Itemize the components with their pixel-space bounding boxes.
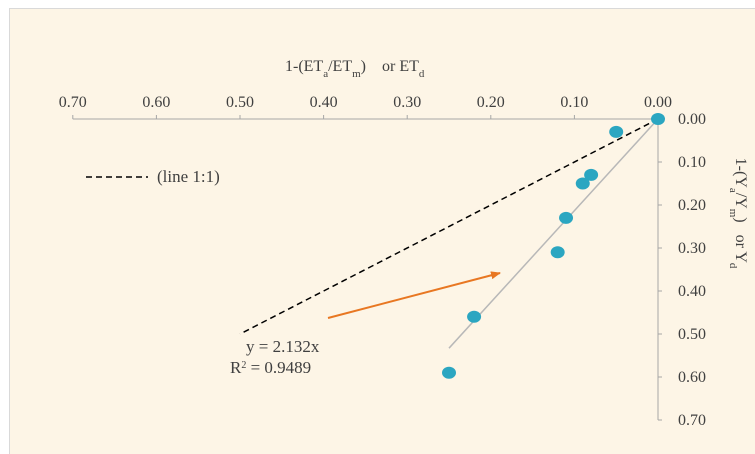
- trendline: [448, 118, 659, 349]
- lines: [239, 118, 659, 349]
- x-tick-label: 0.10: [560, 94, 588, 111]
- trend-equation: y = 2.132x: [246, 337, 320, 356]
- x-tick-label: 0.70: [59, 94, 87, 111]
- y-tick-label: 0.10: [678, 154, 706, 171]
- y-tick-label: 0.20: [678, 197, 706, 214]
- data-point: [467, 310, 482, 323]
- data-point: [651, 113, 665, 125]
- x-tick-label: 0.00: [644, 94, 672, 111]
- y-tick-label: 0.50: [678, 326, 706, 343]
- annotation-arrow: [327, 271, 501, 319]
- data-point: [550, 246, 565, 259]
- y-axis-title: 1-(Ya/Ym) or Yd: [727, 158, 749, 269]
- legend-label: (line 1:1): [157, 167, 220, 186]
- x-tick-label: 0.30: [393, 94, 421, 111]
- y-tick-label: 0.30: [678, 240, 706, 257]
- reference-line-1to1: [239, 118, 659, 335]
- x-axis-title: 1-(ETa/ETm) or ETd: [285, 58, 425, 80]
- y-tick-label: 0.70: [678, 412, 706, 429]
- data-points: [442, 113, 665, 379]
- trend-r-squared: R2 = 0.9489: [230, 358, 311, 377]
- axes: 0.70 0.60 0.50 0.40 0.30 0.20 0.10 0.00 0.00 0.10…: [59, 94, 706, 429]
- chart-area: [9, 8, 755, 454]
- data-point: [559, 211, 574, 224]
- y-tick-label: 0.60: [678, 369, 706, 386]
- x-tick-label: 0.50: [226, 94, 254, 111]
- y-tick-label: 0.40: [678, 283, 706, 300]
- data-point: [442, 366, 456, 379]
- data-point: [609, 125, 624, 138]
- y-tick-label: 0.00: [678, 111, 706, 128]
- x-tick-label: 0.40: [310, 94, 338, 111]
- x-tick-label: 0.20: [477, 94, 505, 111]
- data-point: [575, 177, 590, 190]
- x-tick-label: 0.60: [142, 94, 170, 111]
- data-point: [584, 168, 599, 181]
